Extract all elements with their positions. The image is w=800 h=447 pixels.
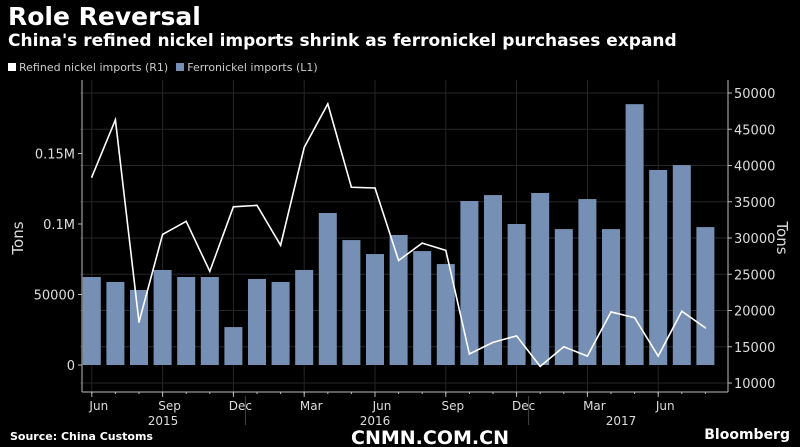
x-tick-label: Dec <box>512 399 535 413</box>
bar-ferronickel <box>389 234 408 365</box>
line-point <box>492 341 494 344</box>
x-tick-label: Mar <box>300 399 323 413</box>
line-point <box>161 233 164 236</box>
watermark: CNMN.COM.CN <box>351 427 509 447</box>
line-point <box>232 206 235 208</box>
line-point <box>539 365 541 368</box>
left-tick-label: 0.15M <box>35 148 75 163</box>
bar-ferronickel <box>177 277 196 365</box>
right-axis-label: Tons <box>773 220 791 254</box>
line-point <box>185 220 187 223</box>
bar-ferronickel <box>342 240 361 365</box>
line-point <box>610 311 612 313</box>
chart-subtitle: China's refined nickel imports shrink as… <box>8 31 677 51</box>
bar-ferronickel <box>602 229 620 365</box>
bar-ferronickel <box>436 264 455 365</box>
bar-ferronickel <box>153 269 172 365</box>
bar-ferronickel <box>130 289 148 365</box>
bar-ferronickel <box>413 251 432 365</box>
left-axis-label: Tons <box>9 221 27 255</box>
x-tick-label: Sep <box>441 399 464 413</box>
legend-item-refined: Refined nickel imports (R1) <box>8 61 168 74</box>
legend-swatch-icon <box>8 63 16 71</box>
line-point <box>681 310 683 313</box>
legend-item-ferronickel: Ferronickel imports (L1) <box>176 61 318 74</box>
x-tick-label: Dec <box>229 399 252 413</box>
bar-ferronickel <box>672 165 691 365</box>
line-point <box>397 259 400 262</box>
line-point <box>421 242 424 244</box>
legend-swatch-icon <box>176 63 185 71</box>
bar-ferronickel <box>578 199 597 365</box>
line-point <box>445 249 447 252</box>
legend-label: Ferronickel imports (L1) <box>187 61 318 74</box>
right-tick-label: 10000 <box>734 377 775 392</box>
bar-ferronickel <box>82 277 101 365</box>
source-note: Source: China Customs <box>10 430 153 443</box>
bar-ferronickel <box>106 281 125 365</box>
line-point <box>138 321 140 323</box>
x-tick-label: Jun <box>372 399 392 413</box>
bar-ferronickel <box>366 254 384 365</box>
bar-ferronickel <box>318 213 337 365</box>
bar-ferronickel <box>696 227 715 365</box>
line-point <box>279 244 282 247</box>
bar-ferronickel <box>649 169 668 365</box>
right-tick-label: 50000 <box>734 87 775 102</box>
line-point <box>657 355 659 357</box>
line-point <box>303 146 306 149</box>
line-point <box>563 345 565 348</box>
brand-logo: Bloomberg <box>704 427 790 443</box>
left-tick-label: 0.1M <box>43 218 75 233</box>
x-tick-label: Jun <box>655 399 675 413</box>
line-point <box>209 270 211 273</box>
line-point <box>327 103 329 105</box>
line-point <box>468 353 471 355</box>
right-tick-label: 35000 <box>734 196 775 211</box>
line-point <box>515 335 518 337</box>
bar-ferronickel <box>460 201 479 365</box>
bar-ferronickel <box>224 327 243 365</box>
line-point <box>374 187 376 189</box>
legend: Refined nickel imports (R1) Ferronickel … <box>8 61 318 74</box>
left-tick-label: 50000 <box>34 289 75 304</box>
right-tick-label: 40000 <box>734 160 775 175</box>
year-label: 2016 <box>360 414 391 428</box>
line-point <box>256 204 258 207</box>
line-point <box>91 176 93 178</box>
line-point <box>704 327 707 329</box>
bar-ferronickel <box>531 192 550 365</box>
chart-title: Role Reversal <box>8 2 201 31</box>
year-label: 2017 <box>606 414 637 428</box>
x-tick-label: Mar <box>583 399 606 413</box>
x-tick-label: Jun <box>88 399 108 413</box>
right-tick-label: 20000 <box>734 305 775 320</box>
x-tick-label: Sep <box>158 399 181 413</box>
bar-ferronickel <box>248 278 266 365</box>
legend-label: Refined nickel imports (R1) <box>19 61 169 74</box>
right-tick-label: 45000 <box>734 123 775 138</box>
year-label: 2015 <box>148 414 179 428</box>
bar-ferronickel <box>625 104 644 366</box>
line-point <box>633 316 636 319</box>
bar-ferronickel <box>295 269 314 365</box>
right-tick-label: 15000 <box>734 341 775 356</box>
line-point <box>114 119 117 121</box>
line-point <box>586 355 589 357</box>
right-tick-label: 30000 <box>734 232 775 247</box>
left-tick-label: 0 <box>67 359 75 374</box>
bar-ferronickel <box>507 224 526 365</box>
bar-ferronickel <box>554 229 573 365</box>
bar-ferronickel <box>200 277 219 365</box>
line-point <box>350 186 353 189</box>
bar-ferronickel <box>484 195 502 365</box>
right-tick-label: 25000 <box>734 268 775 283</box>
bar-ferronickel <box>271 281 290 365</box>
